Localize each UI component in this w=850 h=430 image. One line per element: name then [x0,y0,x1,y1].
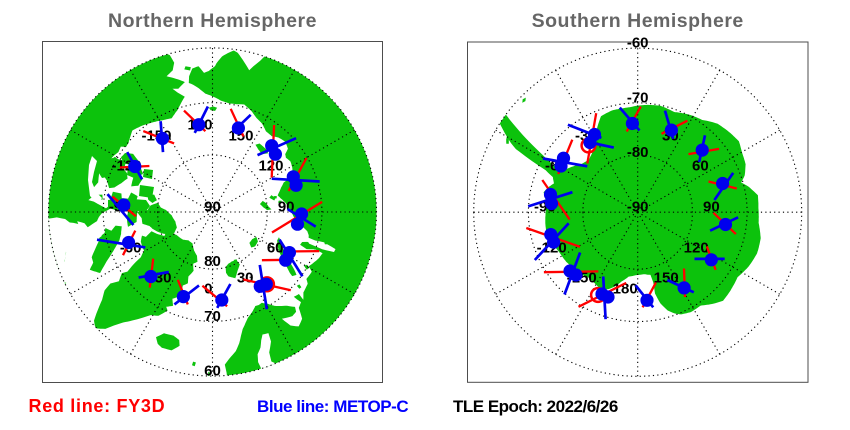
svg-text:-60: -60 [627,35,649,52]
svg-text:Southern Hemisphere: Southern Hemisphere [532,10,744,32]
svg-text:30: 30 [237,270,254,287]
svg-text:80: 80 [204,253,221,270]
svg-text:Northern Hemisphere: Northern Hemisphere [108,10,317,32]
svg-text:60: 60 [204,363,221,380]
svg-text:Red line: FY3D: Red line: FY3D [29,396,166,416]
svg-text:Blue line: METOP-C: Blue line: METOP-C [257,397,408,416]
svg-text:TLE Epoch: 2022/6/26: TLE Epoch: 2022/6/26 [453,397,618,416]
svg-text:120: 120 [684,240,709,257]
svg-text:90: 90 [703,199,720,216]
svg-text:90: 90 [204,199,221,216]
svg-text:-80: -80 [627,144,649,161]
svg-text:-90: -90 [627,199,649,216]
svg-text:-70: -70 [627,89,649,106]
svg-text:70: 70 [204,308,221,325]
